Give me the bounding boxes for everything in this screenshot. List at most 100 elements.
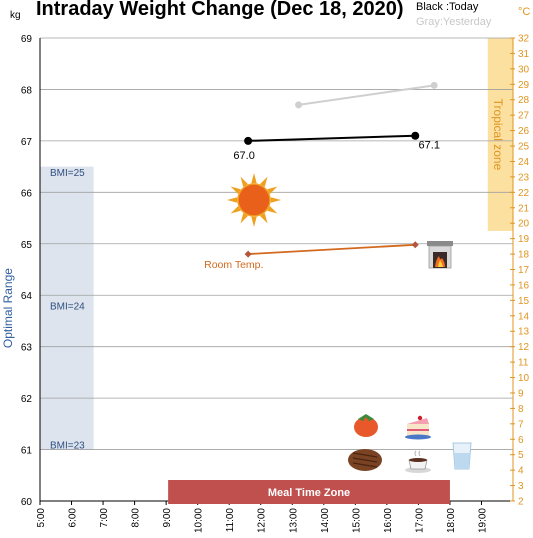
- cake-icon: [405, 415, 431, 440]
- steak-grill-mark: [352, 452, 378, 458]
- y2-tick-label: 14: [518, 311, 530, 322]
- persimmon-leaves: [358, 414, 374, 421]
- y-tick-label: 64: [21, 291, 33, 302]
- coffee-steam: [414, 450, 421, 457]
- yesterday-line: [298, 84, 435, 106]
- sun-ray: [251, 216, 257, 227]
- y-tick-label: 67: [21, 137, 33, 148]
- sun-ray: [267, 206, 278, 214]
- bmi-label: BMI=23: [50, 440, 85, 451]
- y2-tick-label: 4: [518, 466, 524, 477]
- today-line: [248, 134, 416, 142]
- cake-plate: [405, 434, 431, 440]
- x-tick-label: 15:00: [351, 508, 362, 533]
- y2-tick-label: 25: [518, 142, 530, 153]
- y2-tick-label: 32: [518, 34, 530, 45]
- sun-core: [237, 183, 271, 217]
- x-tick-label: 19:00: [477, 508, 488, 533]
- bmi-label: BMI=25: [50, 168, 85, 179]
- cake-top: [407, 418, 429, 424]
- x-tick-label: 11:00: [225, 508, 236, 533]
- y2-tick-label: 30: [518, 64, 530, 75]
- water-glass-icon: [452, 442, 472, 470]
- y-tick-label: 65: [21, 240, 33, 251]
- persimmon-icon: [354, 414, 378, 437]
- y2-tick-label: 15: [518, 296, 530, 307]
- y-tick-label: 69: [21, 34, 33, 45]
- y2-tick-label: 17: [518, 265, 530, 276]
- y-axis-unit: kg: [10, 10, 21, 21]
- coffee-icon: [405, 450, 431, 473]
- meal-time-zone-band: [168, 480, 450, 504]
- y2-axis-unit: °C: [518, 6, 531, 18]
- y2-tick-label: 3: [518, 481, 524, 492]
- fireplace-mantel: [427, 241, 453, 246]
- y2-tick-label: 27: [518, 111, 530, 122]
- x-tick-label: 16:00: [383, 508, 394, 533]
- bmi-label: BMI=24: [50, 302, 85, 313]
- y2-tick-label: 21: [518, 203, 530, 214]
- persimmon-body: [354, 417, 378, 437]
- x-tick-label: 9:00: [162, 508, 173, 528]
- y2-tick-label: 10: [518, 373, 530, 384]
- y2-tick-label: 7: [518, 419, 524, 430]
- y2-tick-label: 16: [518, 280, 530, 291]
- sun-ray: [270, 197, 281, 203]
- today-point: [411, 131, 420, 140]
- yesterday-point: [295, 101, 303, 109]
- room-temp-line: [248, 243, 416, 255]
- today-data-label: 67.1: [419, 140, 440, 152]
- y2-tick-label: 9: [518, 388, 524, 399]
- x-tick-label: 17:00: [414, 508, 425, 533]
- steak-grill-mark: [352, 462, 378, 468]
- sun-ray: [260, 176, 268, 187]
- tropical-zone-label: Tropical zone: [491, 99, 505, 171]
- chart-title: Intraday Weight Change (Dec 18, 2020): [36, 0, 404, 20]
- x-tick-label: 12:00: [257, 508, 268, 533]
- steak-grill-mark: [352, 457, 378, 463]
- today-data-label: 67.0: [233, 150, 254, 162]
- y2-tick-label: 12: [518, 342, 530, 353]
- x-tick-label: 10:00: [194, 508, 205, 533]
- x-tick-label: 7:00: [99, 508, 110, 528]
- y2-tick-label: 6: [518, 435, 524, 446]
- y2-tick-label: 20: [518, 219, 530, 230]
- x-tick-label: 6:00: [68, 508, 79, 528]
- sun-ray: [260, 213, 268, 224]
- x-tick-label: 8:00: [131, 508, 142, 528]
- sun-ray: [240, 176, 248, 187]
- legend-today: Black :Today: [416, 1, 479, 13]
- room-temp-point: [244, 250, 252, 258]
- y-tick-label: 62: [21, 394, 33, 405]
- sun-ray: [267, 186, 278, 194]
- y2-tick-label: 11: [518, 358, 529, 369]
- y2-tick-label: 2: [518, 497, 524, 508]
- y2-tick-label: 13: [518, 327, 530, 338]
- sun-ray: [230, 206, 241, 214]
- yesterday-point: [430, 81, 438, 89]
- y2-tick-label: 23: [518, 172, 530, 183]
- y2-tick-label: 8: [518, 404, 524, 415]
- optimal-range-label: Optimal Range: [1, 268, 15, 348]
- sun-ray: [227, 197, 238, 203]
- y2-tick-label: 26: [518, 126, 530, 137]
- y-tick-label: 61: [21, 446, 33, 457]
- tropical-zone-band: [487, 38, 513, 231]
- steak-icon: [348, 449, 382, 471]
- sun-ray: [251, 173, 257, 184]
- y2-tick-label: 28: [518, 95, 530, 106]
- x-tick-label: 13:00: [288, 508, 299, 533]
- y2-tick-label: 18: [518, 250, 530, 261]
- sun-icon: [227, 173, 281, 227]
- y-tick-label: 68: [21, 85, 33, 96]
- fireplace-flame-inner: [438, 260, 443, 267]
- optimal-range-band: [40, 166, 94, 450]
- water-glass-water: [454, 453, 470, 469]
- cake-cherry: [417, 415, 423, 421]
- room-temp-label: Room Temp.: [204, 259, 263, 271]
- cake-layer: [407, 429, 429, 431]
- y2-tick-label: 22: [518, 188, 530, 199]
- fireplace-icon: [427, 241, 453, 269]
- y2-tick-label: 5: [518, 450, 524, 461]
- meal-time-zone-label: Meal Time Zone: [268, 487, 350, 499]
